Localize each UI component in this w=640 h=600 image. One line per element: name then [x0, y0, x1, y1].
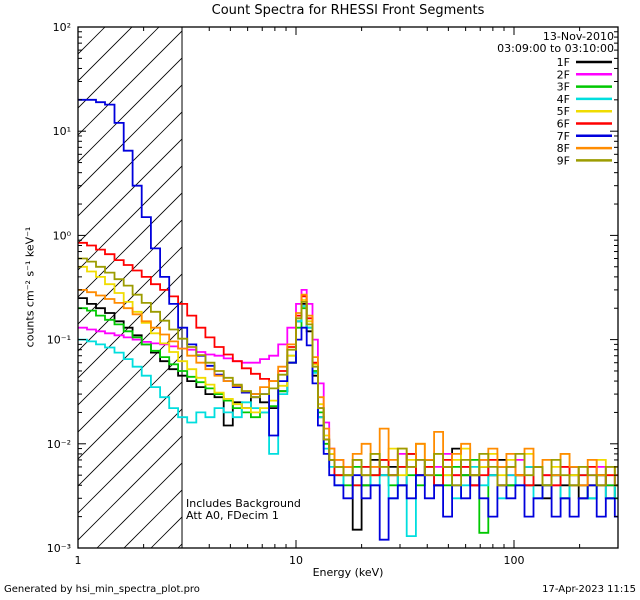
legend-label-8F: 8F [557, 142, 570, 155]
background-note: Includes Background [186, 497, 301, 510]
legend-label-6F: 6F [557, 118, 570, 131]
y-tick-label: 10⁻² [47, 438, 71, 451]
y-tick-label: 10⁰ [53, 229, 72, 242]
observation-date: 13-Nov-2010 [542, 30, 614, 43]
x-tick-label: 1 [75, 554, 82, 567]
y-tick-label: 10² [53, 21, 71, 34]
legend-label-3F: 3F [557, 81, 570, 94]
legend-label-5F: 5F [557, 105, 570, 118]
x-tick-label: 100 [503, 554, 524, 567]
tick-labels: 1 10 100 10⁻³ 10⁻² 10⁻¹ 10⁰ 10¹ 10² [47, 21, 525, 567]
series-9F [78, 257, 618, 487]
x-axis-label: Energy (keV) [312, 566, 384, 579]
axes-frame [77, 26, 619, 549]
legend-label-4F: 4F [557, 93, 570, 106]
legend-label-9F: 9F [557, 154, 570, 167]
axis-ticks [77, 26, 619, 549]
legend-label-2F: 2F [557, 68, 570, 81]
legend-label-1F: 1F [557, 56, 570, 69]
observation-time-range: 03:09:00 to 03:10:00 [497, 42, 614, 55]
series-7F [78, 98, 618, 541]
page-title: Count Spectra for RHESSI Front Segments [211, 3, 485, 18]
series-6F [78, 241, 618, 487]
hatch-region [78, 27, 183, 548]
series-4F [78, 305, 618, 537]
generation-timestamp: 17-Apr-2023 11:15 [542, 584, 636, 595]
generator-credit: Generated by hsi_min_spectra_plot.pro [4, 584, 200, 595]
legend-label-7F: 7F [557, 130, 570, 143]
attenuator-note: Att A0, FDecim 1 [186, 509, 279, 522]
y-axis-label: counts cm⁻² s⁻¹ keV⁻¹ [23, 226, 37, 348]
y-tick-label: 10⁻¹ [47, 334, 71, 347]
series-8F [78, 289, 618, 487]
series-5F [78, 265, 618, 487]
spectra-series-group [78, 98, 618, 541]
y-tick-label: 10¹ [53, 125, 71, 138]
x-tick-label: 10 [289, 554, 303, 567]
y-tick-label: 10⁻³ [47, 542, 71, 555]
